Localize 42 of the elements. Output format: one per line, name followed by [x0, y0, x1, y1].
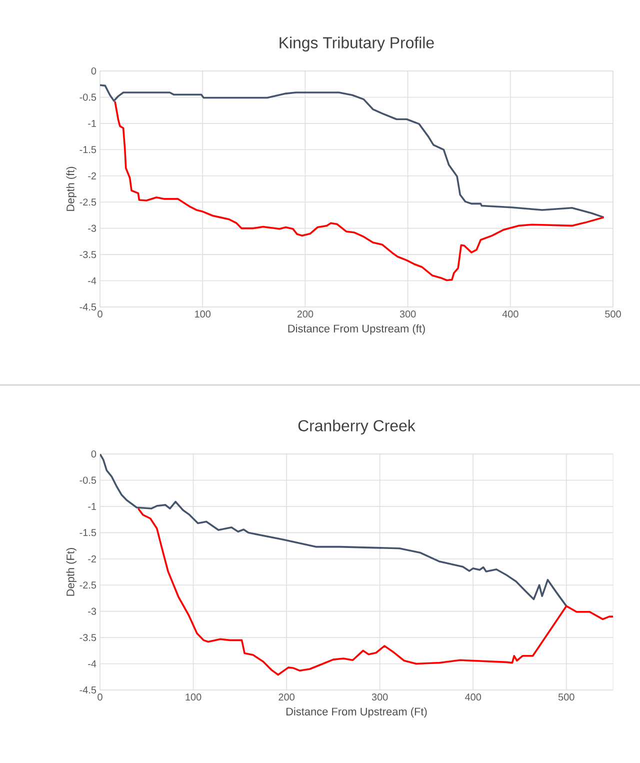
y-tick-label: 0 — [91, 67, 96, 75]
x-tick-label: 400 — [502, 310, 518, 318]
y-tick-label: -3.5 — [80, 634, 96, 642]
x-tick-label: 300 — [400, 310, 416, 318]
y-tick-label: -2 — [88, 172, 96, 180]
y-tick-label: -1.5 — [80, 146, 96, 154]
x-tick-label: 500 — [605, 310, 621, 318]
y-tick-label: -1.5 — [80, 529, 96, 536]
y-tick-label: -1 — [88, 120, 96, 127]
y-tick-label: -4 — [88, 277, 96, 284]
y-tick-label: 0 — [91, 450, 96, 458]
line-series — [114, 100, 605, 282]
chart-title: Cranberry Creek — [298, 420, 416, 435]
y-tick-label: -4.5 — [80, 304, 96, 310]
chart-title: Kings Tributary Profile — [280, 36, 434, 52]
x-tick-label: 200 — [297, 310, 314, 318]
line-series — [137, 508, 613, 676]
y-tick-label: -0.5 — [80, 94, 96, 101]
y-tick-label: -3.5 — [80, 251, 96, 258]
y-tick-label: -4 — [88, 660, 96, 668]
y-tick-label: -0.5 — [80, 476, 96, 484]
x-tick-label: 0 — [98, 694, 102, 701]
x-tick-label: 100 — [195, 310, 211, 318]
y-tick-label: -1 — [88, 503, 96, 510]
x-axis-title: Distance From Upstream (Ft) — [286, 707, 427, 718]
y-tick-label: -2.5 — [80, 198, 96, 206]
x-axis-title: Distance From Upstream (ft) — [288, 324, 425, 335]
y-tick-label: -4.5 — [80, 686, 96, 694]
x-tick-label: 500 — [558, 694, 574, 701]
y-axis-title: Depth (Ft) — [66, 548, 76, 596]
line-series — [100, 454, 568, 607]
y-tick-label: -2.5 — [80, 582, 96, 589]
y-tick-label: -2 — [88, 555, 96, 562]
x-tick-label: 100 — [186, 694, 202, 701]
x-tick-label: 200 — [278, 694, 294, 701]
y-axis-title: Depth (ft) — [66, 166, 76, 211]
line-series — [100, 84, 605, 218]
y-tick-label: -3 — [88, 608, 96, 615]
x-tick-label: 0 — [98, 310, 102, 318]
y-tick-label: -3 — [88, 224, 96, 232]
x-tick-label: 300 — [372, 694, 388, 701]
x-tick-label: 400 — [465, 694, 482, 701]
